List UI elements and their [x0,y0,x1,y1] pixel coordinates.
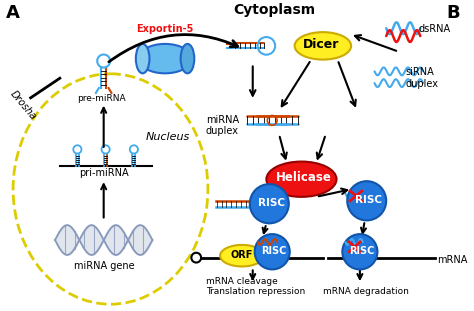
Circle shape [342,234,377,269]
Text: Cytoplasm: Cytoplasm [233,3,315,17]
Ellipse shape [220,245,264,267]
Text: miRNA
duplex: miRNA duplex [206,114,239,136]
Text: RISC: RISC [349,246,374,256]
Text: B: B [447,4,460,22]
Text: Exportin-5: Exportin-5 [136,24,193,34]
Text: miRNA gene: miRNA gene [74,262,135,272]
Ellipse shape [138,44,192,73]
Circle shape [191,253,201,262]
Text: dsRNA: dsRNA [419,24,450,34]
Text: pri-miRNA: pri-miRNA [79,168,128,178]
Text: Helicase: Helicase [276,171,332,184]
Text: RISC: RISC [355,195,382,205]
Text: ORF: ORF [230,250,253,260]
Ellipse shape [295,32,351,60]
Ellipse shape [136,44,149,73]
Text: A: A [6,4,20,22]
Text: mRNA: mRNA [437,255,467,265]
Text: Drosha: Drosha [8,89,38,123]
Text: Dicer: Dicer [302,38,339,51]
Circle shape [347,181,386,220]
Text: mRNA degradation: mRNA degradation [323,287,409,296]
Ellipse shape [181,44,194,73]
Text: pre-miRNA: pre-miRNA [77,94,126,103]
Text: Nucleus: Nucleus [146,132,190,142]
Ellipse shape [266,161,337,197]
Circle shape [250,184,289,223]
Text: RISC: RISC [262,246,287,256]
Text: RISC: RISC [257,198,284,208]
Circle shape [255,234,290,269]
Text: siRNA
duplex: siRNA duplex [406,67,438,89]
Text: mRNA cleavage
Translation repression: mRNA cleavage Translation repression [206,276,305,296]
